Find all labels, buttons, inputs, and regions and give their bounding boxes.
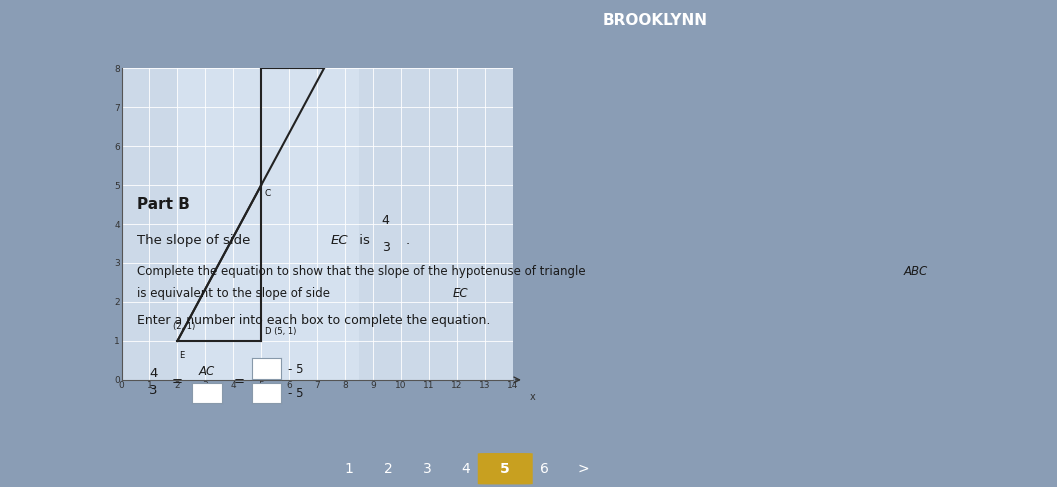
Text: The slope of side: The slope of side (137, 234, 255, 247)
Text: 2: 2 (384, 462, 392, 476)
Text: 3: 3 (382, 241, 390, 254)
Text: C: C (264, 189, 271, 198)
Text: =: = (172, 375, 183, 388)
Text: 5: 5 (500, 462, 511, 476)
Text: ABC: ABC (904, 265, 928, 279)
Text: 6: 6 (540, 462, 549, 476)
Text: EC: EC (452, 287, 468, 300)
Text: =: = (234, 375, 244, 388)
Bar (178, 68, 359, 380)
Text: is equivalent to the slope of side: is equivalent to the slope of side (137, 287, 334, 300)
Text: .: . (406, 234, 410, 247)
Text: Part B: Part B (137, 197, 190, 212)
Text: 4: 4 (149, 367, 157, 380)
Text: >: > (578, 462, 589, 476)
Text: - 5: - 5 (288, 387, 303, 400)
Text: BROOKLYNN: BROOKLYNN (602, 13, 708, 28)
Text: is: is (355, 234, 374, 247)
Text: AC: AC (199, 365, 216, 378)
Text: Complete the equation to show that the slope of the hypotenuse of triangle: Complete the equation to show that the s… (137, 265, 590, 279)
Text: 3: 3 (149, 384, 157, 397)
Text: EC: EC (331, 234, 349, 247)
Text: 4: 4 (462, 462, 470, 476)
Text: 1: 1 (345, 462, 353, 476)
Text: 3: 3 (423, 462, 431, 476)
Text: Enter a number into each box to complete the equation.: Enter a number into each box to complete… (137, 314, 490, 327)
Text: x: x (530, 392, 535, 402)
FancyBboxPatch shape (478, 453, 533, 485)
Text: D (5, 1): D (5, 1) (265, 327, 297, 336)
Text: (2, 1): (2, 1) (173, 322, 196, 331)
Text: 4: 4 (382, 214, 390, 227)
Text: - 5: - 5 (288, 363, 303, 375)
Text: E: E (179, 351, 184, 359)
